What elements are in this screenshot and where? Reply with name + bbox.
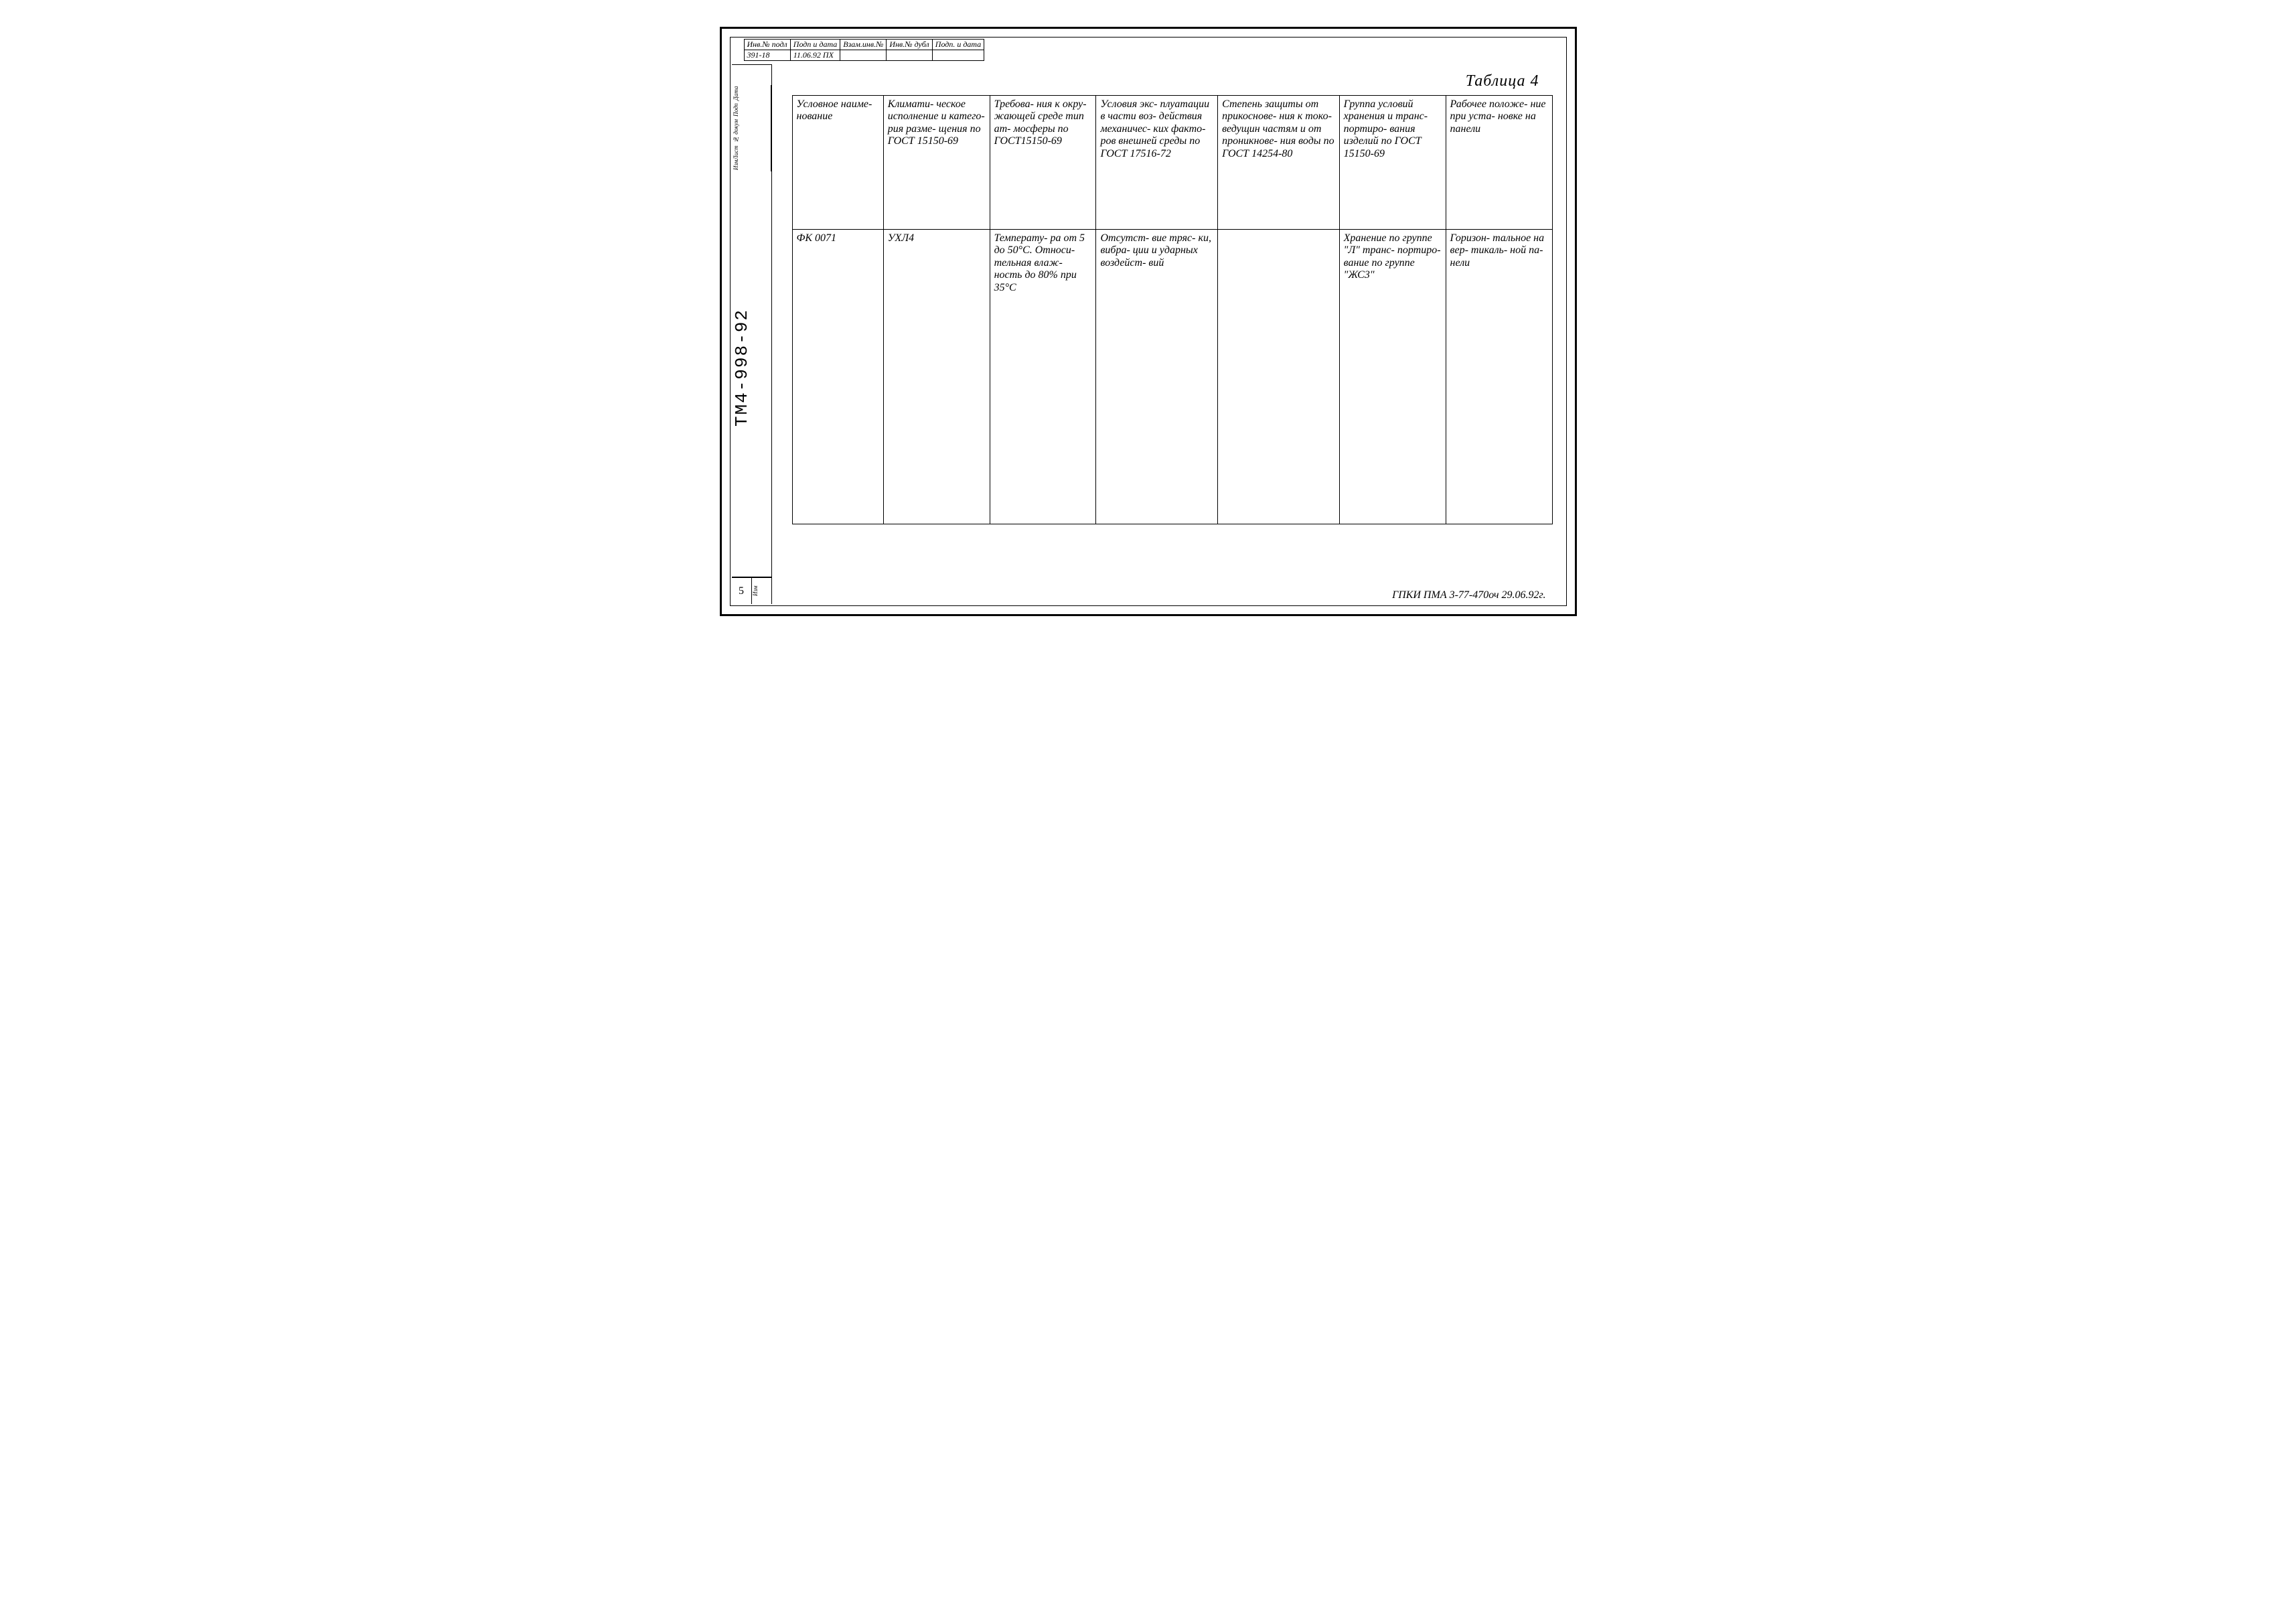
strip-header: Инв.№ подл <box>744 40 790 50</box>
strip-value: 391-18 <box>744 50 790 61</box>
table-cell: Температу- ра от 5 до 50°С. Относи- тель… <box>990 230 1096 524</box>
table-cell: УХЛ4 <box>883 230 990 524</box>
page-number: 5 <box>732 578 752 604</box>
column-header: Степень защиты от прикоснове- ния к токо… <box>1218 96 1340 230</box>
table-row: Условное наиме- нование Климати- ческое … <box>792 96 1552 230</box>
table-cell: Горизон- тальное на вер- тикаль- ной па-… <box>1446 230 1552 524</box>
table-cell: ФК 0071 <box>792 230 883 524</box>
mini-label: Дата <box>732 85 771 102</box>
column-header: Условное наиме- нование <box>792 96 883 230</box>
table-row: ФК 0071 УХЛ4 Температу- ра от 5 до 50°С.… <box>792 230 1552 524</box>
table-row: 391-18 11.06.92 ПХ <box>744 50 984 61</box>
mini-label: Подп <box>732 102 771 118</box>
column-header: Группа условий хранения и транс- портиро… <box>1339 96 1446 230</box>
footer-note: ГПКИ ПМА 3-77-470оч 29.06.92г. <box>1392 589 1545 601</box>
table-row: Инв.№ подл Подп и дата Взам.инв.№ Инв.№ … <box>744 40 984 50</box>
table-cell <box>1218 230 1340 524</box>
column-header: Условия экс- плуатации в части воз- дейс… <box>1096 96 1218 230</box>
strip-value: 11.06.92 ПХ <box>790 50 840 61</box>
left-rail: ИзмЛист № докум Подп Дата ТМ4-998-92 5 И… <box>732 64 772 604</box>
strip-value <box>887 50 932 61</box>
header-strip-table: Инв.№ подл Подп и дата Взам.инв.№ Инв.№ … <box>744 39 985 61</box>
column-header: Климати- ческое исполнение и катего- рия… <box>883 96 990 230</box>
main-data-table: Условное наиме- нование Климати- ческое … <box>792 95 1553 524</box>
drawing-sheet: Инв.№ подл Подп и дата Взам.инв.№ Инв.№ … <box>720 27 1577 616</box>
strip-header: Инв.№ дубл <box>887 40 932 50</box>
document-number: ТМ4-998-92 <box>732 171 771 577</box>
page-label: Изм <box>752 578 771 604</box>
page-number-box: 5 Изм <box>732 577 771 604</box>
mini-label: № докум <box>732 118 771 144</box>
left-rail-mini-labels: ИзмЛист № докум Подп Дата <box>732 64 771 171</box>
strip-value <box>840 50 887 61</box>
table-title: Таблица 4 <box>1466 72 1539 90</box>
table-cell: Хранение по группе "Л" транс- портиро- в… <box>1339 230 1446 524</box>
sheet-inner-frame: Инв.№ подл Подп и дата Взам.инв.№ Инв.№ … <box>730 37 1567 606</box>
column-header: Требова- ния к окру- жающей среде тип ат… <box>990 96 1096 230</box>
strip-header: Взам.инв.№ <box>840 40 887 50</box>
column-header: Рабочее положе- ние при уста- новке на п… <box>1446 96 1552 230</box>
strip-header: Подп. и дата <box>932 40 984 50</box>
strip-value <box>932 50 984 61</box>
mini-label: ИзмЛист <box>732 144 771 171</box>
strip-header: Подп и дата <box>790 40 840 50</box>
table-cell: Отсутст- вие тряс- ки, вибра- ции и удар… <box>1096 230 1218 524</box>
